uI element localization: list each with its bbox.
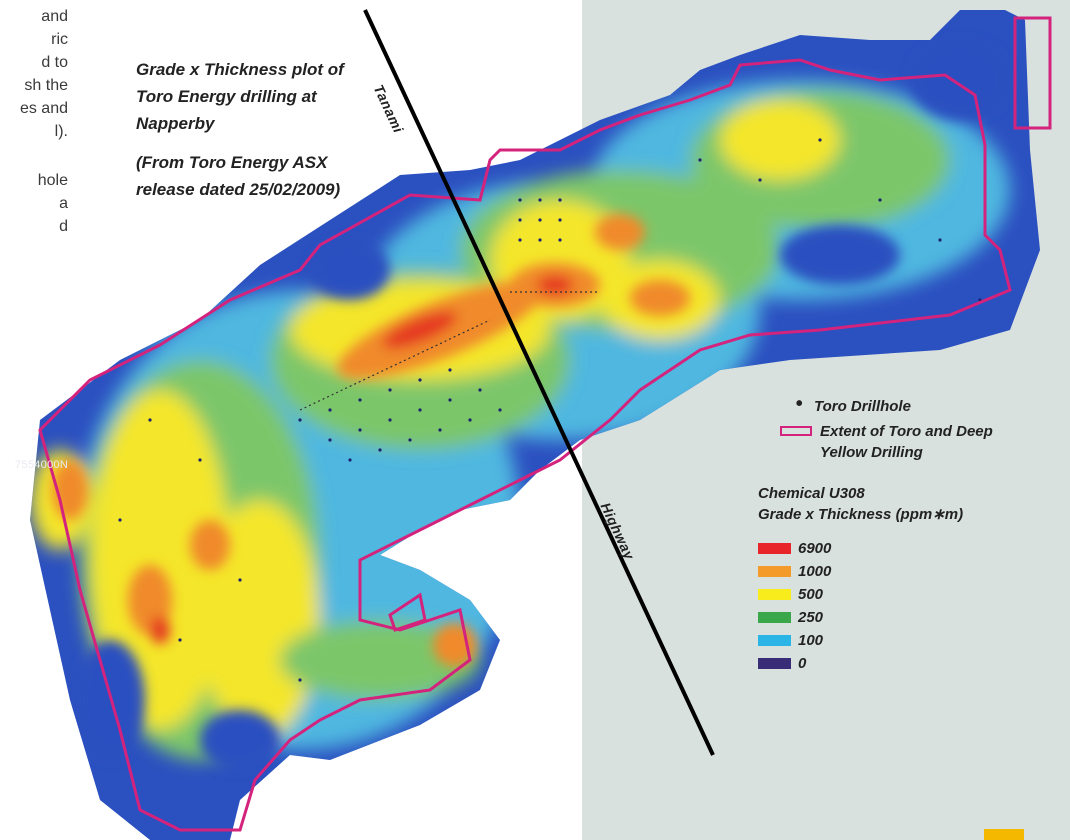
- scale-label: 100: [798, 632, 824, 649]
- scale-entry: 6900: [758, 537, 1064, 560]
- text-line: d: [59, 218, 68, 235]
- legend-extent-row: Extent of Toro and Deep Yellow Drilling: [780, 421, 1064, 463]
- scale-title-line1: Chemical U308: [758, 485, 865, 502]
- grid-coordinate-label: 7554000N: [15, 459, 69, 471]
- map-caption: Grade x Thickness plot of Toro Energy dr…: [136, 56, 346, 203]
- extent-outline-icon: [780, 426, 812, 436]
- scale-label: 500: [798, 586, 824, 603]
- text-line: sh the: [24, 77, 68, 94]
- legend-drillhole-label: Toro Drillhole: [814, 398, 911, 415]
- tanami-highway-road: [363, 9, 715, 756]
- drilling-extent-inner-notch: [388, 592, 427, 632]
- text-line: ric: [51, 31, 68, 48]
- drillhole-dot-icon: •: [795, 393, 803, 415]
- legend-drillhole-row: • Toro Drillhole: [784, 393, 1064, 417]
- text-line: d to: [41, 54, 68, 71]
- map-legend: • Toro Drillhole Extent of Toro and Deep…: [758, 393, 1064, 675]
- text-line: a: [59, 195, 68, 212]
- drilling-extent-boundary: [38, 58, 1012, 832]
- scale-label: 6900: [798, 540, 832, 557]
- caption-source: (From Toro Energy ASX release dated 25/0…: [136, 153, 341, 199]
- text-line: and: [41, 8, 68, 25]
- scale-label: 0: [798, 655, 807, 672]
- text-line: l).: [54, 123, 68, 140]
- truncated-body-text: and ric d to sh the es and l). hole a d: [0, 0, 80, 320]
- text-line: es and: [19, 100, 68, 117]
- swatch-0: [758, 658, 791, 669]
- scale-entry: 1000: [758, 560, 1064, 583]
- swatch-100: [758, 635, 791, 646]
- scale-label: 250: [798, 609, 824, 626]
- scale-entry: 500: [758, 583, 1064, 606]
- swatch-1000: [758, 566, 791, 577]
- swatch-250: [758, 612, 791, 623]
- scale-entry: 100: [758, 629, 1064, 652]
- drillhole-dots: [118, 138, 982, 682]
- legend-scale-title: Chemical U308 Grade x Thickness (ppm∗m): [758, 483, 1064, 525]
- drilling-extent-east-strip: [1013, 16, 1052, 130]
- page-corner-accent: [984, 829, 1024, 840]
- swatch-500: [758, 589, 791, 600]
- scale-title-line2: Grade x Thickness (ppm∗m): [758, 506, 964, 523]
- scale-label: 1000: [798, 563, 832, 580]
- swatch-6900: [758, 543, 791, 554]
- caption-title: Grade x Thickness plot of Toro Energy dr…: [136, 60, 344, 133]
- legend-scale: 6900 1000 500 250 100 0: [758, 537, 1064, 675]
- text-line: hole: [37, 172, 68, 189]
- drill-line-traces: [299, 291, 600, 411]
- scale-entry: 250: [758, 606, 1064, 629]
- legend-extent-label: Extent of Toro and Deep Yellow Drilling: [820, 423, 993, 461]
- scale-entry: 0: [758, 652, 1064, 675]
